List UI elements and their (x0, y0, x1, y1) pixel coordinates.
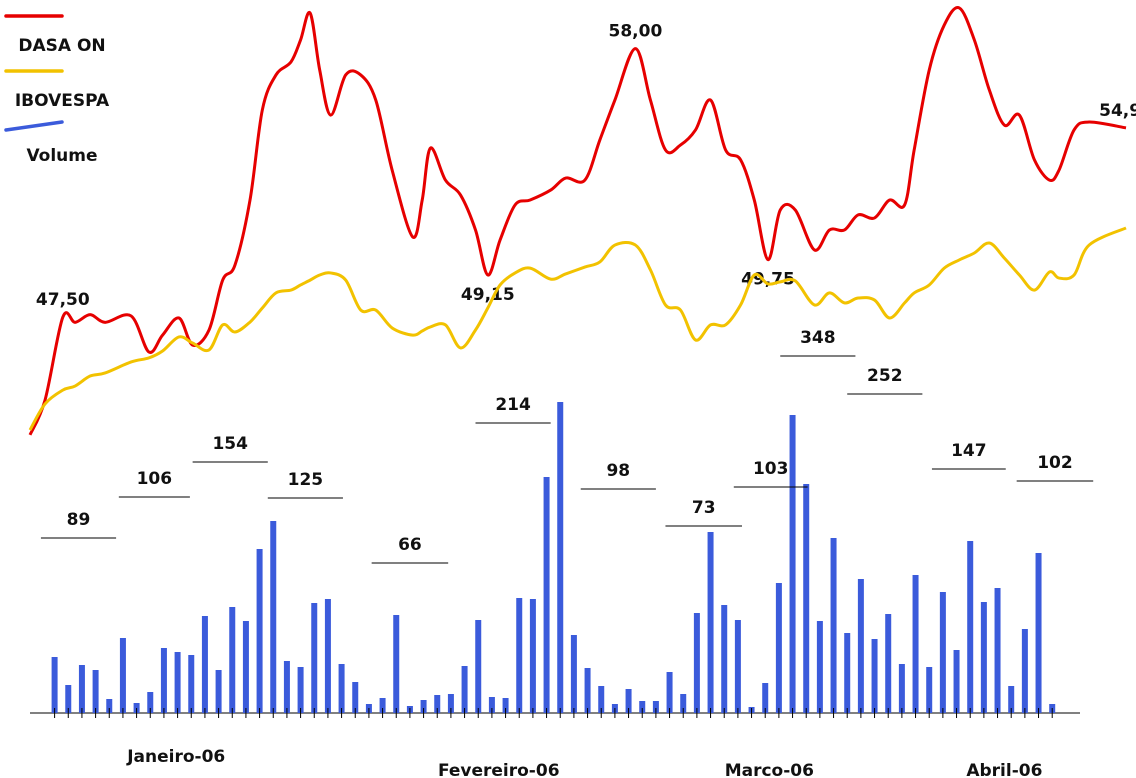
data-label: 54,90 (1099, 101, 1136, 121)
bar (570, 635, 577, 713)
bar (420, 700, 427, 713)
bar (693, 613, 700, 713)
annotation-label: 89 (67, 510, 91, 530)
bar (338, 664, 345, 713)
legend-label: Volume (26, 146, 97, 166)
bar (885, 614, 892, 713)
bar (201, 616, 208, 713)
bar (447, 694, 454, 713)
bar (283, 661, 290, 713)
bar (188, 655, 195, 713)
bar (352, 682, 359, 713)
bar (270, 521, 277, 713)
bar (871, 639, 878, 713)
bar (953, 650, 960, 713)
bar (379, 698, 386, 713)
bar (980, 602, 987, 713)
annotation-label: 102 (1037, 453, 1073, 473)
bar (393, 615, 400, 713)
bar (65, 685, 72, 713)
bar (215, 670, 222, 713)
bar (543, 477, 550, 713)
annotation-label: 103 (753, 459, 789, 479)
annotation-label: 125 (288, 470, 324, 490)
bar (229, 607, 236, 713)
annotation-label: 348 (800, 328, 836, 348)
annotation-label: 73 (692, 498, 716, 518)
bar (461, 666, 468, 713)
bar (1035, 553, 1042, 713)
bar (51, 657, 58, 713)
legend-swatch (4, 120, 64, 132)
bar (324, 599, 331, 713)
bar (721, 605, 728, 713)
bar (625, 689, 632, 713)
bar (1008, 686, 1015, 713)
data-label: 47,50 (36, 290, 90, 310)
month-label: Janeiro-06 (126, 747, 225, 767)
annotation-label: 98 (606, 461, 630, 481)
bar (106, 699, 113, 713)
bar (762, 683, 769, 713)
bar (680, 694, 687, 713)
month-label: Abril-06 (966, 761, 1042, 778)
bar (939, 592, 946, 713)
bar (734, 620, 741, 713)
bar (1021, 629, 1028, 713)
bar (475, 620, 482, 713)
bar (78, 665, 85, 713)
bar (160, 648, 167, 713)
legend-label: DASA ON (18, 36, 105, 56)
annotation-label: 66 (398, 535, 422, 555)
annotation-label: 106 (137, 469, 173, 489)
legend-label: IBOVESPA (15, 91, 110, 111)
bar (926, 667, 933, 713)
annotation-label: 252 (867, 366, 903, 386)
line (28, 6, 1127, 436)
bar (816, 621, 823, 713)
annotation-label: 154 (212, 434, 248, 454)
bar (92, 670, 99, 713)
bar (775, 583, 782, 713)
bar (844, 633, 851, 713)
bar (311, 603, 318, 713)
bar (912, 575, 919, 713)
bar (666, 672, 673, 713)
bar (557, 402, 564, 713)
month-label: Marco-06 (725, 761, 814, 778)
bar (488, 697, 495, 713)
bar (242, 621, 249, 713)
bar (598, 686, 605, 713)
line (28, 226, 1127, 431)
bar (898, 664, 905, 713)
bar (830, 538, 837, 713)
bar (857, 579, 864, 713)
annotation-label: 147 (951, 441, 987, 461)
bar (297, 667, 304, 713)
bar (174, 652, 181, 713)
bar (707, 532, 714, 713)
month-label: Fevereiro-06 (438, 761, 560, 778)
bar (256, 549, 263, 713)
bar (119, 638, 126, 713)
bar (502, 698, 509, 713)
bar (652, 701, 659, 713)
bar (994, 588, 1001, 713)
bar (434, 695, 441, 713)
bar (803, 484, 810, 713)
data-label: 49,15 (461, 285, 515, 305)
bar (529, 599, 536, 713)
data-label: 58,00 (609, 22, 663, 42)
bar (639, 701, 646, 713)
bar (967, 541, 974, 713)
bar (789, 415, 796, 713)
bar (516, 598, 523, 713)
annotation-label: 214 (495, 395, 531, 415)
bar (147, 692, 154, 713)
bar (584, 668, 591, 713)
